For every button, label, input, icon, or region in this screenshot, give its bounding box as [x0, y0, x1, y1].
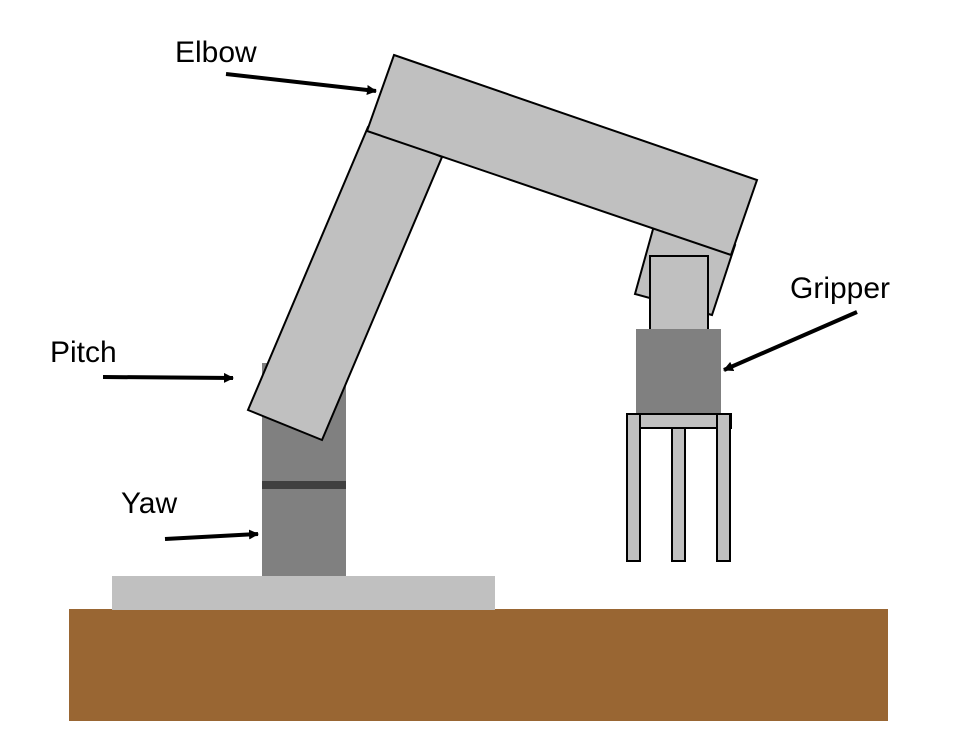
- yaw-joint: [262, 488, 346, 576]
- gripper-crossbar: [627, 413, 732, 429]
- forearm-link: [365, 53, 759, 257]
- pitch-arrow: [102, 372, 234, 383]
- pitch-label: Pitch: [50, 336, 117, 369]
- yaw-arrow: [164, 529, 259, 541]
- yaw-label: Yaw: [121, 487, 177, 520]
- ground: [69, 609, 888, 721]
- gripper-finger-middle: [671, 427, 686, 562]
- gripper-arrow: [723, 310, 858, 372]
- gripper-body: [636, 329, 721, 414]
- elbow-label: Elbow: [175, 36, 257, 69]
- wrist-block: [649, 255, 709, 331]
- gripper-finger-right: [716, 413, 731, 562]
- elbow-arrow: [225, 72, 377, 95]
- base-plate: [112, 576, 495, 610]
- joint-ring: [262, 481, 346, 489]
- gripper-label: Gripper: [790, 272, 890, 305]
- gripper-finger-left: [626, 413, 641, 562]
